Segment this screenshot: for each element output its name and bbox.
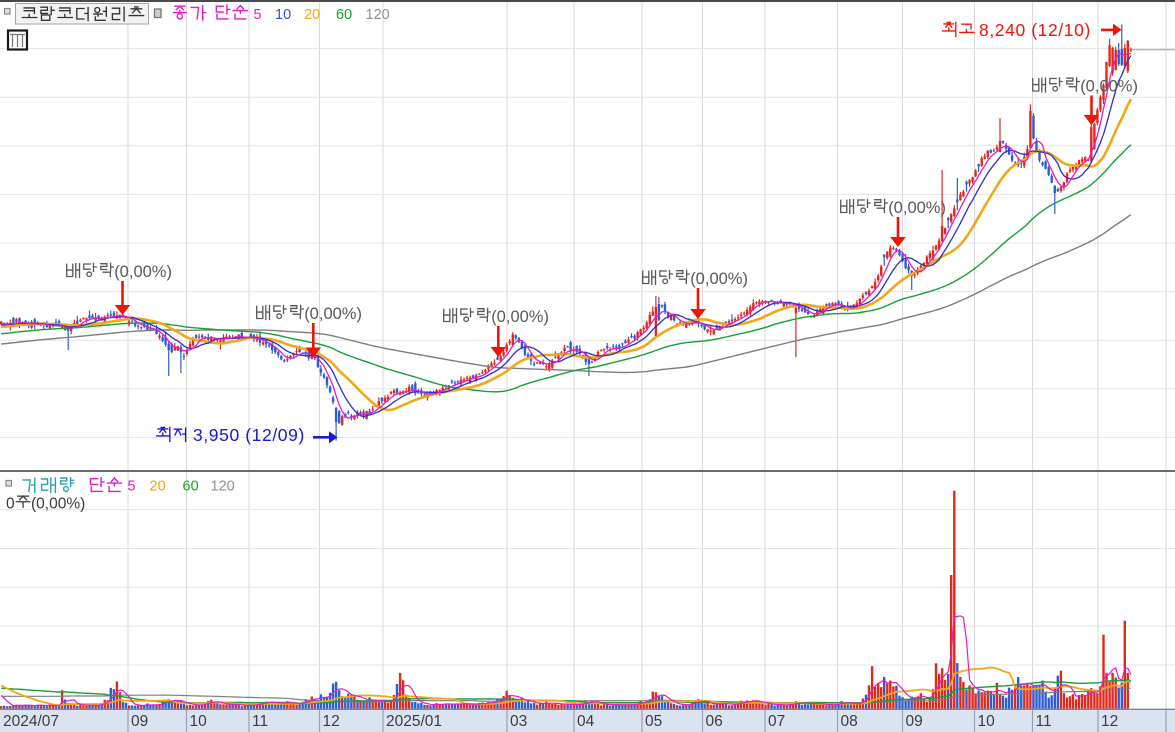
svg-text:2024/07: 2024/07 xyxy=(3,713,59,730)
svg-text:09: 09 xyxy=(906,713,923,730)
svg-text:12: 12 xyxy=(323,713,340,730)
svg-text:(0,00%): (0,00%) xyxy=(491,308,549,326)
svg-text:5: 5 xyxy=(254,7,262,23)
svg-text:120: 120 xyxy=(366,7,390,23)
svg-text:(0,00%): (0,00%) xyxy=(304,305,362,323)
svg-text:11: 11 xyxy=(252,713,268,730)
svg-text:20: 20 xyxy=(150,479,166,495)
svg-text:3,950 (12/09): 3,950 (12/09) xyxy=(193,425,305,445)
svg-text:03: 03 xyxy=(510,713,527,730)
svg-text:04: 04 xyxy=(577,713,595,730)
svg-text:120: 120 xyxy=(211,479,235,495)
svg-text:12: 12 xyxy=(1101,713,1118,730)
svg-text:60: 60 xyxy=(183,479,199,495)
svg-text:(0,00%): (0,00%) xyxy=(114,263,172,281)
svg-text:10: 10 xyxy=(190,713,208,730)
svg-text:09: 09 xyxy=(131,713,148,730)
svg-text:8,240 (12/10): 8,240 (12/10) xyxy=(979,20,1091,40)
svg-text:06: 06 xyxy=(706,713,723,730)
svg-text:10: 10 xyxy=(978,713,996,730)
svg-text:20: 20 xyxy=(304,7,320,23)
svg-text:(0,00%): (0,00%) xyxy=(690,270,748,288)
svg-text:(0,00%): (0,00%) xyxy=(31,496,85,513)
svg-text:08: 08 xyxy=(841,713,858,730)
svg-text:10: 10 xyxy=(275,7,291,23)
svg-text:(0,00%): (0,00%) xyxy=(888,199,946,217)
svg-text:60: 60 xyxy=(336,7,352,23)
svg-text:2025/01: 2025/01 xyxy=(386,713,442,730)
svg-text:(0,00%): (0,00%) xyxy=(1080,78,1138,96)
svg-text:11: 11 xyxy=(1036,713,1052,730)
svg-text:5: 5 xyxy=(128,479,136,495)
svg-text:0: 0 xyxy=(6,496,15,513)
svg-text:05: 05 xyxy=(645,713,662,730)
svg-text:07: 07 xyxy=(768,713,785,730)
